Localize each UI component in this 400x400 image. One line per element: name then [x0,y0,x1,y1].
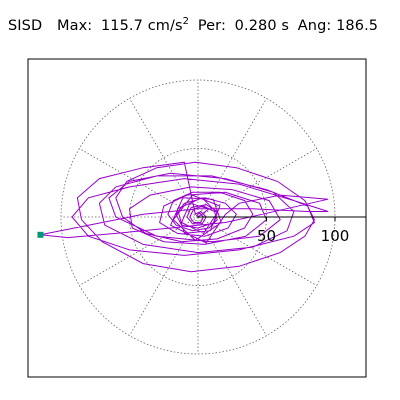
per-unit: s [281,18,290,34]
radial-ticks: 50 100 [257,217,349,245]
plot-frame [27,58,367,378]
radial-tick-label-100: 100 [321,227,350,245]
max-value: 115.7 [100,18,143,34]
chart-header: SISD Max: 115.7 cm/s2 Per: 0.280 s Ang: … [8,16,378,34]
max-marker [37,231,44,238]
ang-label: Ang: [297,18,332,34]
station-name: SISD [8,18,43,34]
per-label: Per: [197,18,226,34]
per-value: 0.280 [234,18,277,34]
max-unit: cm/s2 [147,16,190,34]
max-unit-exponent: 2 [182,16,190,27]
max-label: Max: [56,18,93,34]
grid-spoke-120 [129,98,199,218]
trajectory-path [40,161,329,273]
grid-spoke-150 [79,148,199,218]
ang-value: 186.5 [336,18,379,34]
radial-tick-label-50: 50 [257,227,276,245]
